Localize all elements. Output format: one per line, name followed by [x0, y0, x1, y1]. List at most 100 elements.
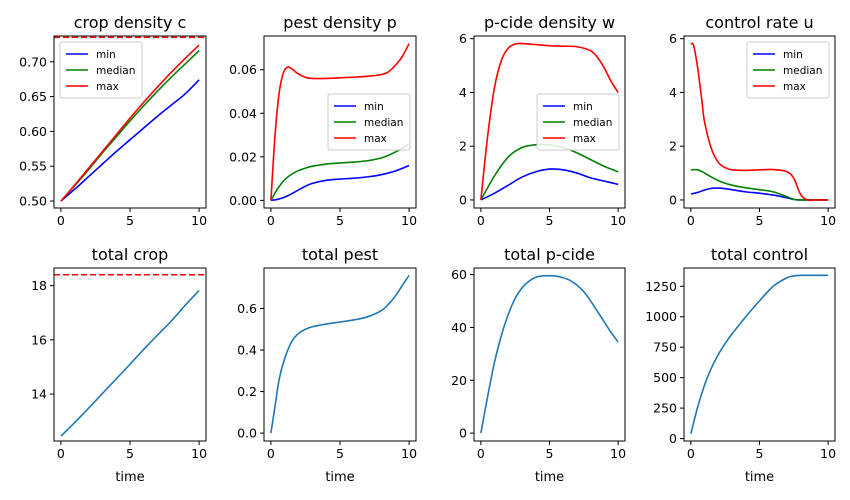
legend-label: min: [573, 101, 593, 113]
x-tick-label: 5: [126, 213, 134, 228]
plot-area: [54, 36, 206, 202]
y-tick-label: 0.06: [229, 62, 257, 77]
series-line-max: [480, 42, 619, 201]
subplot-4: control rate u 0 5 10 0 2 4 6 min median max: [669, 13, 836, 228]
legend-label: min: [96, 49, 116, 61]
axes-frame: [683, 267, 836, 442]
legend-label: max: [364, 133, 387, 145]
y-tick-label: 0.0: [237, 426, 257, 441]
y-tick-label: 0: [669, 192, 677, 207]
series-line-total: [270, 274, 410, 434]
y-tick-label: 0: [459, 426, 467, 441]
x-axis-label: time: [745, 470, 774, 485]
x-tick-label: 0: [477, 446, 485, 461]
x-axis-label: time: [115, 470, 144, 485]
series-line-max: [60, 44, 200, 202]
y-tick-label: 0.70: [19, 54, 47, 69]
legend: min median max: [59, 41, 143, 99]
y-tick-label: 500: [653, 370, 677, 385]
series-line-total: [690, 274, 829, 434]
subplot-3: p-cide density w 0 5 10 0 2 4 6 min median max: [459, 13, 626, 228]
y-tick-label: 250: [653, 401, 677, 416]
axes-frame: [473, 267, 626, 442]
y-tick-label: 0.65: [19, 89, 47, 104]
y-tick-label: 0: [459, 192, 467, 207]
x-tick-label: 0: [57, 446, 65, 461]
y-tick-label: 4: [669, 85, 677, 100]
subplot-8: total control 0 5 10 0 250 500 750 1000 1250 time: [645, 245, 836, 485]
x-tick-label: 5: [126, 446, 134, 461]
x-tick-label: 5: [756, 446, 764, 461]
series-line-median: [690, 168, 829, 201]
x-axis-label: time: [325, 470, 354, 485]
x-tick-label: 5: [336, 213, 344, 228]
x-tick-label: 5: [336, 446, 344, 461]
x-tick-label: 0: [687, 446, 695, 461]
series-line-max: [690, 42, 829, 202]
series-line-total: [60, 289, 200, 437]
axes-frame: [53, 267, 207, 442]
y-tick-label: 1250: [645, 279, 677, 294]
plot-area: [480, 274, 619, 434]
y-tick-label: 4: [459, 85, 467, 100]
subplot-title: pest density p: [283, 13, 397, 32]
legend-label: median: [96, 65, 135, 77]
legend-label: max: [783, 81, 806, 93]
x-tick-label: 10: [401, 213, 417, 228]
y-tick-label: 40: [451, 320, 467, 335]
plot-area: [270, 274, 410, 434]
y-tick-label: 0.55: [19, 159, 47, 174]
y-tick-label: 0.00: [229, 193, 257, 208]
y-tick-label: 2: [669, 139, 677, 154]
series-line-max: [270, 43, 410, 201]
y-tick-label: 0: [669, 431, 677, 446]
y-tick-label: 18: [31, 278, 47, 293]
axes-frame: [263, 267, 417, 442]
y-tick-label: 0.04: [229, 106, 257, 121]
legend-label: min: [783, 49, 803, 61]
subplot-7: total p-cide 0 5 10 0 20 40 60 time: [451, 245, 626, 485]
series-line-total: [480, 274, 619, 434]
legend-box: [746, 41, 830, 99]
axes-frame: [53, 35, 207, 209]
y-tick-label: 0.2: [237, 384, 257, 399]
x-tick-label: 10: [820, 213, 836, 228]
y-tick-label: 16: [31, 332, 47, 347]
legend: min median max: [746, 41, 830, 99]
x-tick-label: 0: [687, 213, 695, 228]
series-line-median: [270, 143, 410, 201]
subplot-title: total p-cide: [504, 245, 595, 264]
subplot-title: p-cide density w: [484, 13, 615, 32]
plot-area: [690, 42, 829, 202]
y-tick-label: 1000: [645, 309, 677, 324]
subplot-title: total control: [711, 245, 808, 264]
legend-label: median: [783, 65, 822, 77]
x-tick-label: 10: [191, 446, 207, 461]
y-tick-label: 60: [451, 267, 467, 282]
x-tick-label: 10: [820, 446, 836, 461]
x-tick-label: 10: [610, 213, 626, 228]
series-line-min: [480, 168, 619, 201]
x-tick-label: 10: [610, 446, 626, 461]
x-tick-label: 0: [267, 213, 275, 228]
x-tick-label: 5: [546, 213, 554, 228]
axes-frame: [683, 35, 836, 209]
y-tick-label: 2: [459, 139, 467, 154]
y-tick-label: 20: [451, 373, 467, 388]
legend-box: [59, 41, 143, 99]
y-tick-label: 0.6: [237, 301, 257, 316]
subplot-5: total crop 0 5 10 14 16 18 time: [31, 245, 207, 485]
plot-area: [54, 274, 206, 437]
series-line-min: [270, 164, 410, 202]
plot-area: [270, 43, 410, 202]
subplot-2: pest density p 0 5 10 0.00 0.02 0.04 0.06 min med…: [229, 13, 417, 228]
subplot-1: crop density c 0 5 10 0.50 0.55 0.60 0.65 0.70 mi…: [19, 13, 207, 228]
x-tick-label: 0: [477, 213, 485, 228]
subplot-6: total pest 0 5 10 0.0 0.2 0.4 0.6 time: [237, 245, 417, 485]
y-tick-label: 14: [31, 387, 47, 402]
y-tick-label: 750: [653, 340, 677, 355]
legend-box: [536, 93, 620, 151]
subplot-title: control rate u: [705, 13, 813, 32]
legend: min median max: [536, 93, 620, 151]
